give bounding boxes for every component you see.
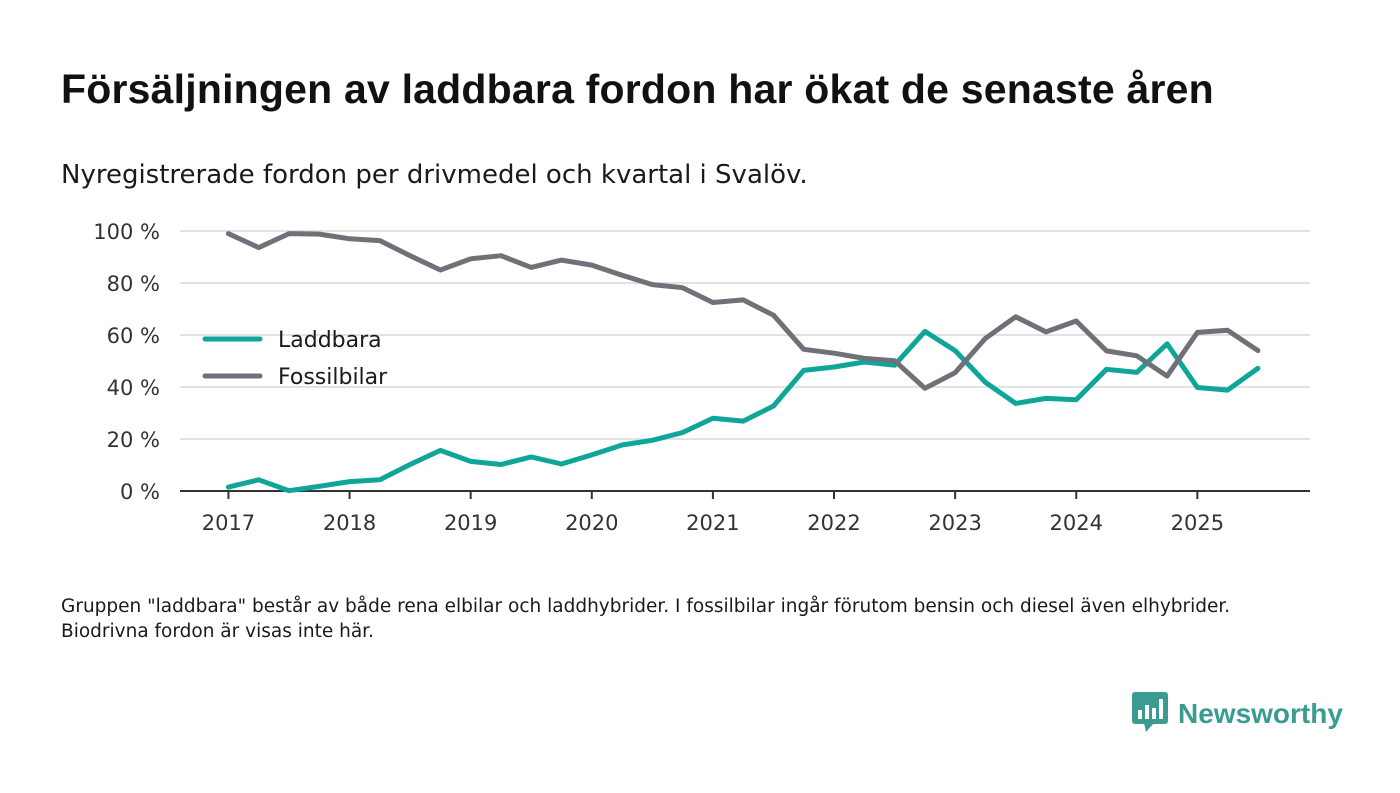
newsworthy-logo-icon xyxy=(1132,692,1168,736)
legend: Laddbara Fossilbilar xyxy=(202,328,388,390)
y-tick-label: 0 % xyxy=(120,480,160,504)
y-tick-label: 100 % xyxy=(93,220,160,244)
series-lines xyxy=(225,231,1261,494)
y-tick-label: 40 % xyxy=(107,376,160,400)
footnote: Gruppen "laddbara" består av både rena e… xyxy=(61,596,1231,642)
y-tick-label: 80 % xyxy=(107,272,160,296)
x-tick-label: 2025 xyxy=(1171,511,1224,535)
x-tick-label: 2019 xyxy=(444,511,497,535)
brand-logo[interactable]: Newsworthy xyxy=(1132,692,1343,736)
y-axis-tick-labels: 0 % 20 % 40 % 60 % 80 % 100 % xyxy=(93,220,160,504)
x-tick-label: 2021 xyxy=(686,511,739,535)
x-tick-label: 2018 xyxy=(323,511,376,535)
chart-title: Försäljningen av laddbara fordon har öka… xyxy=(61,66,1214,112)
grid-lines xyxy=(180,230,1310,440)
y-tick-label: 20 % xyxy=(107,428,160,452)
x-tick-label: 2023 xyxy=(928,511,981,535)
legend-label-laddbara: Laddbara xyxy=(278,328,382,353)
chart-subtitle: Nyregistrerade fordon per drivmedel och … xyxy=(61,160,808,190)
series-line-laddbara xyxy=(225,328,1261,494)
x-tick-label: 2024 xyxy=(1050,511,1103,535)
x-tick-label: 2017 xyxy=(202,511,255,535)
legend-label-fossilbilar: Fossilbilar xyxy=(278,365,388,390)
x-axis: 2017 2018 2019 2020 2021 2022 2023 2024 2025 xyxy=(180,490,1310,535)
x-tick-label: 2022 xyxy=(807,511,860,535)
brand-name: Newsworthy xyxy=(1178,698,1343,729)
series-line-fossilbilar xyxy=(225,231,1261,391)
x-tick-label: 2020 xyxy=(565,511,618,535)
y-tick-label: 60 % xyxy=(107,324,160,348)
